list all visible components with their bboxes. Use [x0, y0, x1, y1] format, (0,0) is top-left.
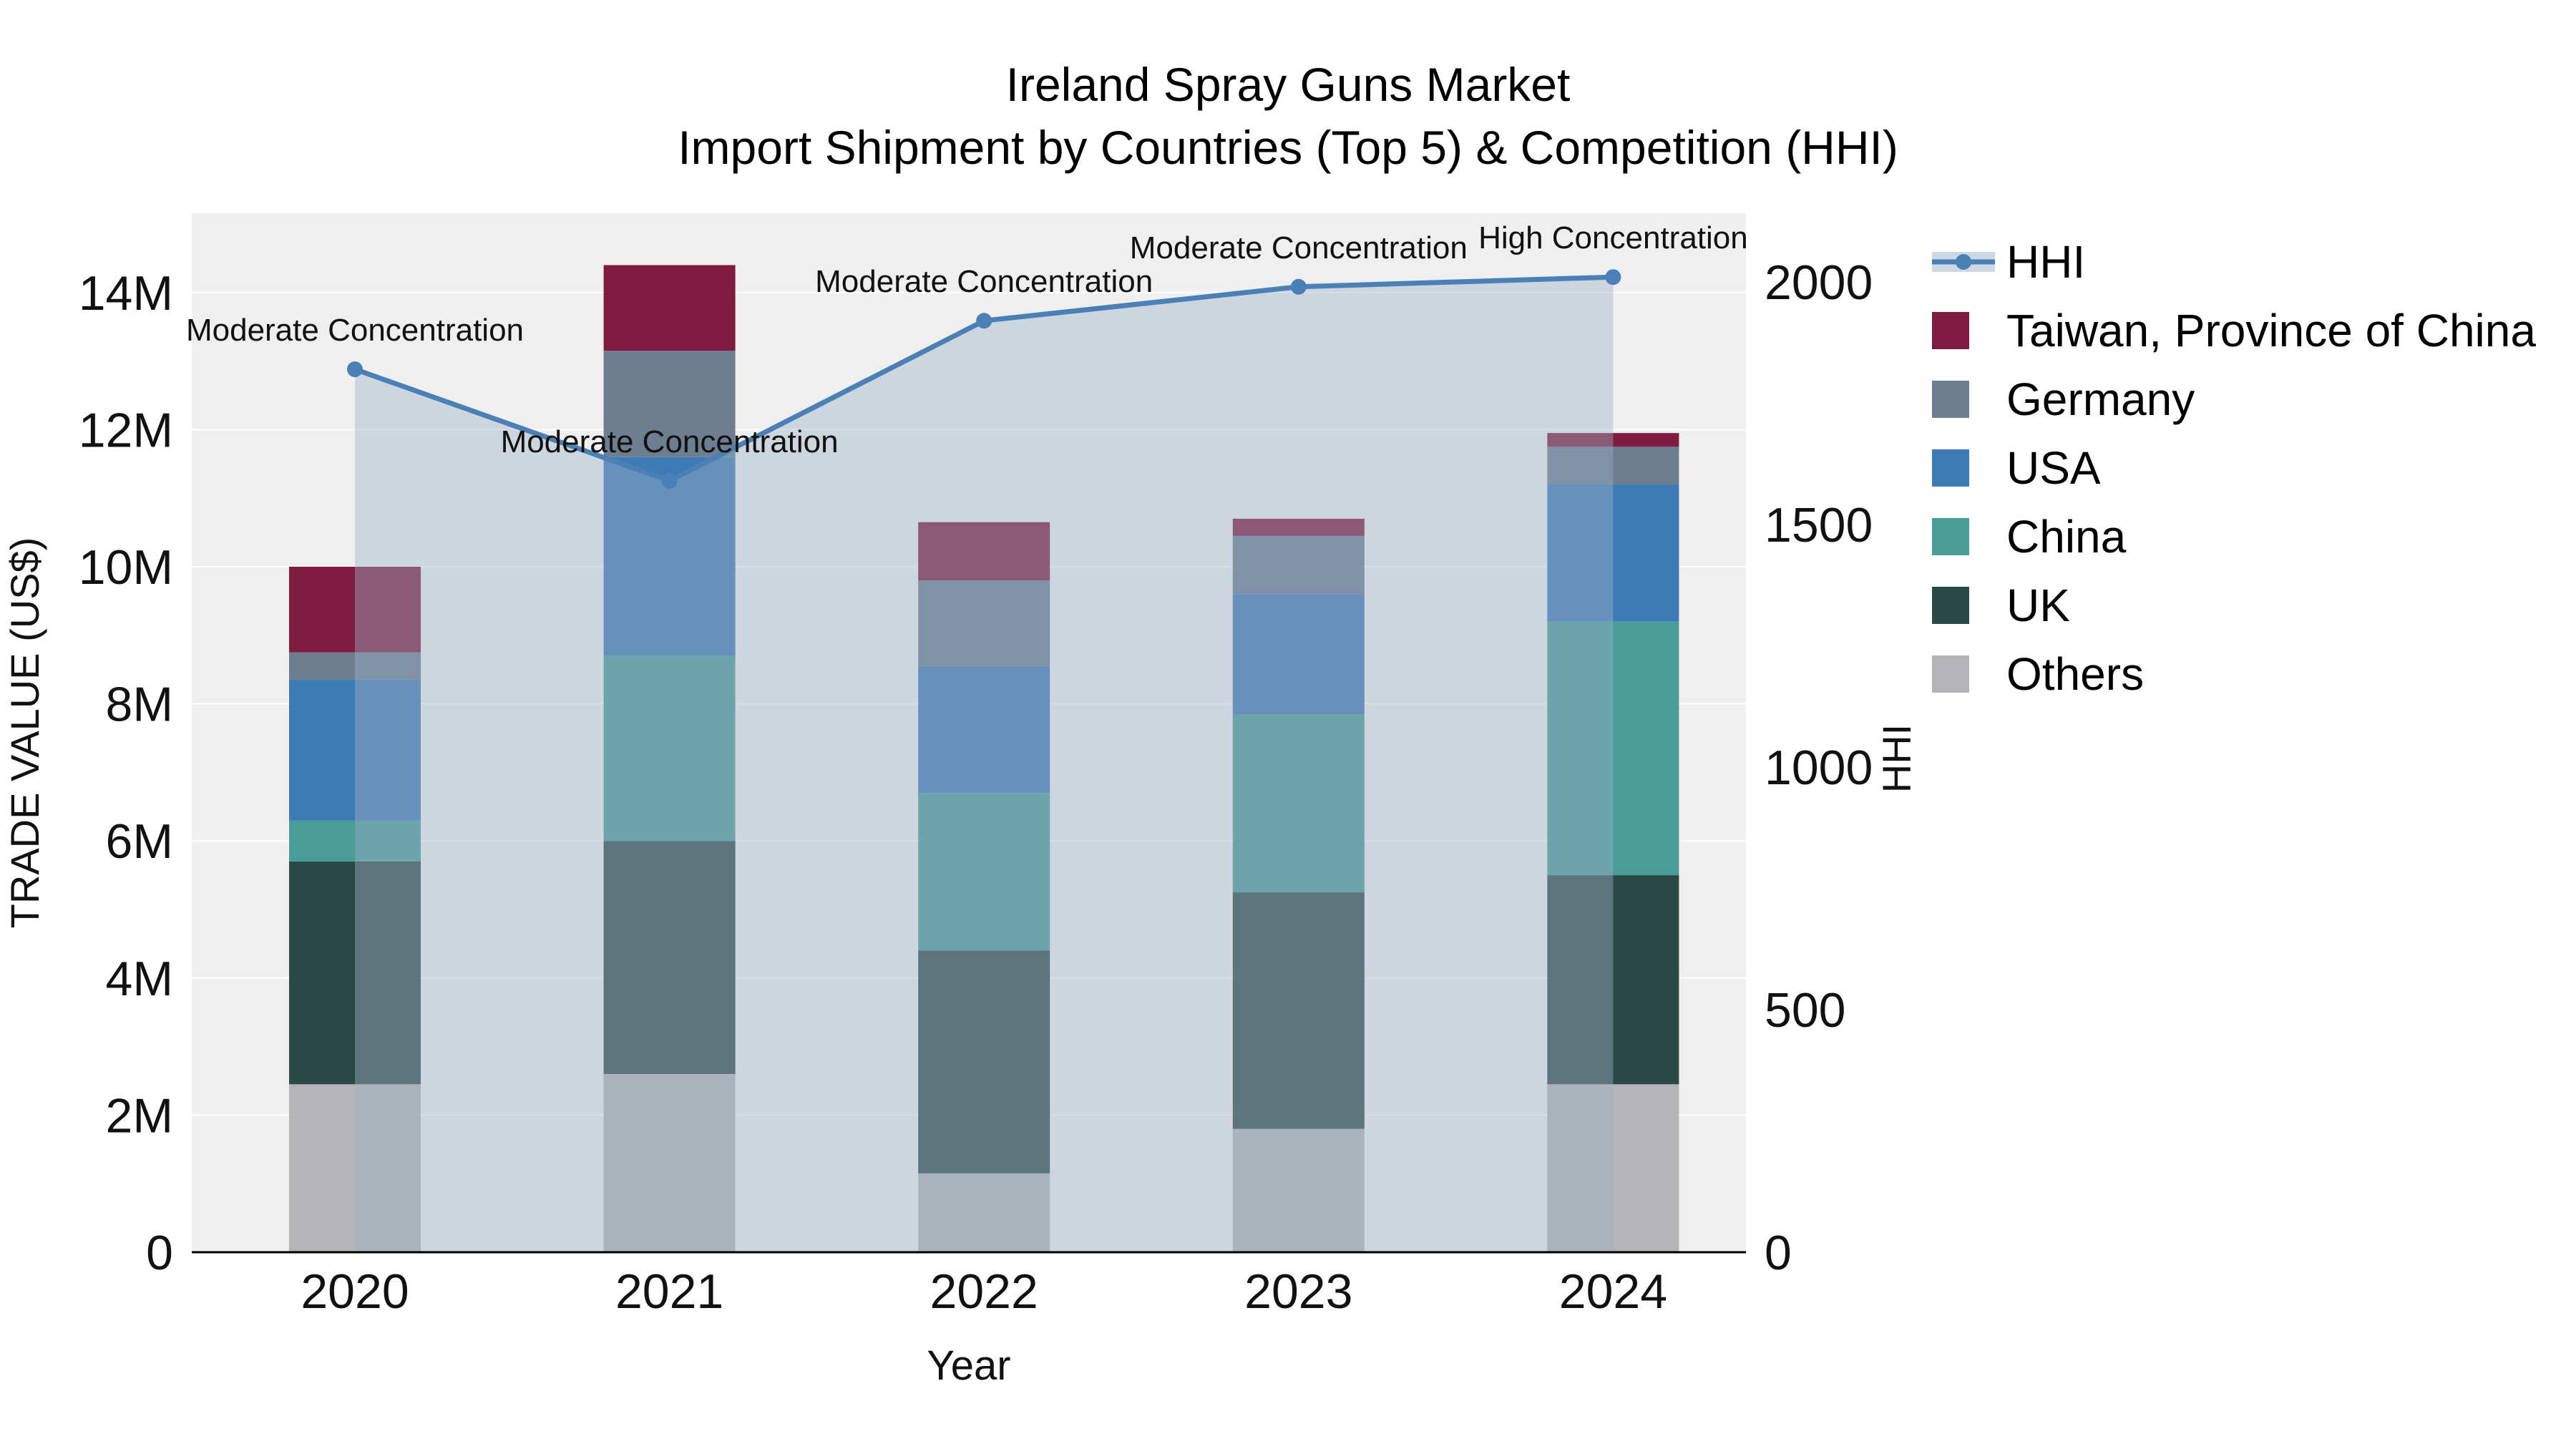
bar-segment-2020-china — [289, 820, 421, 862]
bar-segment-2020-uk — [289, 861, 421, 1085]
bar-segment-2021-others — [603, 1073, 736, 1252]
bar-segment-2022-taiwan-province-of-china — [918, 522, 1050, 581]
legend-swatch-others-icon — [1932, 655, 2006, 693]
x-axis-title: Year — [927, 1342, 1010, 1389]
bar-segment-2022-germany — [918, 580, 1050, 666]
legend-label-uk: UK — [2006, 580, 2070, 631]
y-left-tick: 0 — [146, 1226, 173, 1280]
bar-segment-2022-uk — [918, 950, 1050, 1174]
legend-item-china[interactable]: China — [1932, 502, 2536, 571]
y-left-tick: 2M — [106, 1088, 173, 1143]
x-tick: 2023 — [1244, 1264, 1352, 1319]
y-left-tick: 8M — [106, 678, 173, 732]
annotation-2022: Moderate Concentration — [815, 264, 1153, 299]
bar-segment-2023-usa — [1232, 594, 1365, 714]
swatch-uk — [1932, 587, 1969, 624]
bar-segment-2023-uk — [1232, 892, 1365, 1129]
chart-title: Ireland Spray Guns Market Import Shipmen… — [0, 53, 2576, 179]
bar-segment-2022-others — [918, 1173, 1050, 1252]
bar-segment-2023-china — [1232, 713, 1365, 893]
swatch-germany — [1932, 381, 1969, 418]
chart-title-line2: Import Shipment by Countries (Top 5) & C… — [678, 121, 1898, 174]
chart-title-line1: Ireland Spray Guns Market — [1005, 58, 1571, 111]
bar-segment-2020-taiwan-province-of-china — [289, 567, 421, 653]
y-left-tick: 10M — [79, 540, 173, 595]
x-tick: 2024 — [1559, 1264, 1667, 1319]
y-left-tick: 6M — [106, 814, 173, 869]
bar-segment-2021-usa — [603, 457, 736, 656]
bar-segment-2024-usa — [1547, 484, 1679, 622]
x-tick: 2020 — [301, 1264, 409, 1319]
swatch-taiwan-province-of-china — [1932, 312, 1969, 349]
legend-label-hhi: HHI — [2006, 236, 2086, 288]
y-left-tick: 14M — [79, 266, 173, 321]
bar-segment-2023-germany — [1232, 535, 1365, 595]
legend-item-usa[interactable]: USA — [1932, 434, 2536, 502]
hhi-marker-2024 — [1605, 269, 1621, 286]
legend-item-taiwan-province-of-china[interactable]: Taiwan, Province of China — [1932, 296, 2536, 365]
legend-swatch-uk-icon — [1932, 587, 2006, 624]
bar-segment-2022-china — [918, 793, 1050, 951]
bar-segment-2023-others — [1232, 1128, 1365, 1252]
hhi-marker-2022 — [976, 313, 992, 329]
x-tick: 2022 — [930, 1264, 1038, 1319]
bar-segment-2021-taiwan-province-of-china — [603, 265, 736, 351]
legend-line-sample — [1932, 246, 2006, 278]
legend-label-china: China — [2006, 511, 2127, 562]
hhi-marker-2020 — [347, 361, 363, 378]
x-tick: 2021 — [615, 1264, 723, 1319]
bar-segment-2020-germany — [289, 652, 421, 680]
y-left-tick: 4M — [106, 952, 173, 1006]
annotation-2024: High Concentration — [1478, 220, 1748, 255]
bar-segment-2021-china — [603, 655, 736, 841]
bar-segment-2022-usa — [918, 665, 1050, 794]
hhi-marker-2021 — [661, 472, 678, 489]
y-right-tick: 0 — [1765, 1226, 1792, 1280]
y-right-tick: 1000 — [1765, 741, 1873, 795]
legend: HHI Taiwan, Province of China Germany USA Ch… — [1932, 228, 2536, 708]
swatch-others — [1932, 655, 1969, 693]
hhi-marker-2023 — [1290, 278, 1307, 295]
legend-item-hhi[interactable]: HHI — [1932, 228, 2536, 296]
legend-label-usa: USA — [2006, 442, 2101, 494]
swatch-china — [1932, 518, 1969, 555]
legend-label-taiwan-province-of-china: Taiwan, Province of China — [2006, 305, 2536, 356]
bar-segment-2024-germany — [1547, 447, 1679, 485]
bar-segment-2020-others — [289, 1084, 421, 1252]
legend-label-others: Others — [2006, 648, 2145, 700]
y-left-axis-title: TRADE VALUE (US$) — [2, 537, 47, 929]
annotation-2020: Moderate Concentration — [186, 313, 524, 348]
y-right-tick: 1500 — [1765, 498, 1873, 552]
y-left-tick: 12M — [79, 403, 173, 457]
swatch-usa — [1932, 449, 1969, 487]
y-right-tick: 500 — [1765, 983, 1845, 1038]
y-right-axis-title: HHI — [1874, 724, 1919, 793]
bar-segment-2024-taiwan-province-of-china — [1547, 433, 1679, 447]
bar-segment-2024-china — [1547, 621, 1679, 876]
legend-swatch-china-icon — [1932, 518, 2006, 555]
annotation-2021: Moderate Concentration — [501, 424, 839, 459]
bar-segment-2024-uk — [1547, 875, 1679, 1085]
legend-swatch-taiwan-province-of-china-icon — [1932, 312, 2006, 349]
hhi-area — [355, 277, 1614, 1253]
bars-group — [289, 265, 1679, 1252]
bar-segment-2023-taiwan-province-of-china — [1232, 518, 1365, 536]
legend-label-germany: Germany — [2006, 374, 2195, 425]
legend-item-uk[interactable]: UK — [1932, 571, 2536, 640]
bar-segment-2024-others — [1547, 1084, 1679, 1252]
bar-segment-2021-germany — [603, 351, 736, 457]
legend-item-germany[interactable]: Germany — [1932, 365, 2536, 434]
y-right-tick: 2000 — [1765, 255, 1873, 310]
legend-swatch-usa-icon — [1932, 449, 2006, 487]
legend-item-others[interactable]: Others — [1932, 640, 2536, 708]
annotation-2023: Moderate Concentration — [1130, 230, 1468, 265]
bar-segment-2021-uk — [603, 841, 736, 1074]
legend-swatch-germany-icon — [1932, 381, 2006, 418]
bar-segment-2020-usa — [289, 680, 421, 821]
